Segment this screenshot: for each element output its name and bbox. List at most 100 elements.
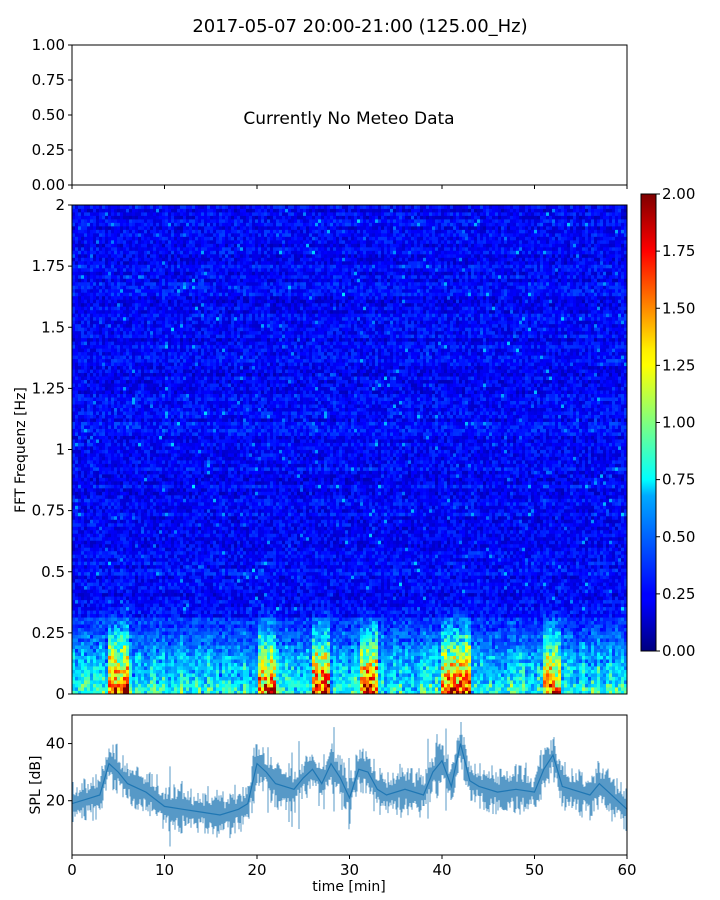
heatmap-cell (333, 638, 336, 642)
heatmap-cell (297, 666, 300, 670)
heatmap-cell (177, 617, 180, 621)
heatmap-cell (339, 638, 342, 642)
heatmap-cell (387, 687, 390, 691)
heatmap-cell (537, 614, 540, 618)
heatmap-cell (468, 645, 471, 649)
heatmap-cell (447, 670, 450, 674)
heatmap-cell (603, 663, 606, 667)
heatmap-cell (573, 617, 576, 621)
heatmap-cell (492, 635, 495, 639)
heatmap-cell (213, 659, 216, 663)
heatmap-cell (426, 600, 429, 604)
heatmap-cell (510, 600, 513, 604)
heatmap-cell (243, 603, 246, 607)
heatmap-cell (75, 610, 78, 614)
heatmap-cell (240, 621, 243, 625)
heatmap-cell (537, 645, 540, 649)
heatmap-cell (432, 624, 435, 628)
heatmap-cell (237, 610, 240, 614)
heatmap-cell (471, 628, 474, 632)
heatmap-cell (288, 614, 291, 618)
heatmap-cell (447, 624, 450, 628)
heatmap-cell (255, 659, 258, 663)
heatmap-cell (375, 642, 378, 646)
heatmap-cell (369, 638, 372, 642)
heatmap-cell (534, 677, 537, 681)
heatmap-cell (354, 638, 357, 642)
heatmap-cell (360, 680, 363, 684)
heatmap-cell (75, 624, 78, 628)
heatmap-cell (558, 600, 561, 604)
heatmap-cell (468, 614, 471, 618)
heatmap-cell (180, 603, 183, 607)
heatmap-cell (453, 638, 456, 642)
heatmap-cell (555, 607, 558, 611)
heatmap-cell (111, 684, 114, 688)
heatmap-cell (435, 659, 438, 663)
heatmap-cell (189, 687, 192, 691)
heatmap-cell (378, 656, 381, 660)
heatmap-cell (429, 673, 432, 677)
heatmap-cell (105, 680, 108, 684)
heatmap-cell (270, 600, 273, 604)
heatmap-cell (333, 600, 336, 604)
heatmap-cell (303, 652, 306, 656)
heatmap-cell (540, 687, 543, 691)
heatmap-cell (291, 642, 294, 646)
heatmap-cell (324, 600, 327, 604)
heatmap-cell (327, 663, 330, 667)
heatmap-cell (150, 666, 153, 670)
heatmap-cell (315, 600, 318, 604)
heatmap-cell (240, 638, 243, 642)
heatmap-cell (222, 614, 225, 618)
heatmap-cell (357, 603, 360, 607)
heatmap-cell (576, 663, 579, 667)
heatmap-cell (171, 652, 174, 656)
heatmap-cell (363, 610, 366, 614)
heatmap-cell (618, 652, 621, 656)
heatmap-cell (261, 670, 264, 674)
heatmap-cell (327, 645, 330, 649)
heatmap-cell (297, 600, 300, 604)
heatmap-cell (108, 659, 111, 663)
heatmap-cell (615, 673, 618, 677)
heatmap-cell (519, 684, 522, 688)
heatmap-cell (336, 659, 339, 663)
heatmap-cell (459, 652, 462, 656)
heatmap-cell (402, 659, 405, 663)
heatmap-cell (495, 649, 498, 653)
heatmap-cell (516, 607, 519, 611)
heatmap-cell (234, 684, 237, 688)
heatmap-cell (504, 652, 507, 656)
heatmap-cell (567, 663, 570, 667)
heatmap-cell (183, 628, 186, 632)
heatmap-cell (525, 635, 528, 639)
heatmap-cell (90, 607, 93, 611)
heatmap-cell (72, 642, 75, 646)
heatmap-cell (408, 663, 411, 667)
heatmap-cell (405, 677, 408, 681)
heatmap-cell (495, 684, 498, 688)
heatmap-cell (384, 617, 387, 621)
heatmap-cell (474, 617, 477, 621)
heatmap-cell (594, 656, 597, 660)
heatmap-cell (402, 680, 405, 684)
heatmap-cell (213, 610, 216, 614)
heatmap-cell (207, 659, 210, 663)
heatmap-cell (606, 649, 609, 653)
heatmap-cell (294, 663, 297, 667)
heatmap-cell (528, 621, 531, 625)
heatmap-cell (543, 642, 546, 646)
heatmap-cell (423, 656, 426, 660)
heatmap-cell (402, 687, 405, 691)
heatmap-cell (75, 614, 78, 618)
heatmap-cell (354, 603, 357, 607)
heatmap-cell (135, 659, 138, 663)
heatmap-cell (144, 617, 147, 621)
heatmap-cell (72, 610, 75, 614)
heatmap-cell (504, 677, 507, 681)
heatmap-cell (285, 638, 288, 642)
heatmap-cell (81, 663, 84, 667)
heatmap-cell (492, 663, 495, 667)
heatmap-cell (255, 652, 258, 656)
